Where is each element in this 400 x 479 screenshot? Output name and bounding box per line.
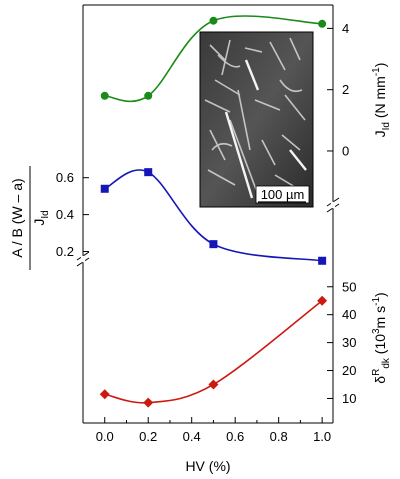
rate-y-tick-label: 30	[342, 335, 356, 350]
x-tick-label: 0.0	[96, 429, 114, 444]
left-axis-break	[76, 251, 90, 267]
jid-point	[100, 91, 109, 100]
series-layer	[99, 15, 328, 408]
inset-micrograph: 100 µm	[199, 31, 314, 208]
inset-highlights	[224, 59, 307, 199]
right-axis-break	[326, 197, 340, 213]
y-axis-ratio: 0.2 0.4 0.6	[56, 170, 89, 259]
rate-y-tick-label: 20	[342, 363, 356, 378]
rate-series-line	[104, 300, 323, 404]
scale-bar-label: 100 µm	[261, 187, 305, 202]
rate-point	[99, 389, 110, 400]
x-axis-label: HV (%)	[185, 458, 230, 474]
x-tick-label: 0.6	[226, 429, 244, 444]
ratio-point	[100, 184, 109, 193]
ratio-axis-label-bottom: JId	[31, 210, 51, 225]
jid-axis-label: JId (N mm-1)	[371, 63, 392, 138]
x-tick-label: 0.8	[270, 429, 288, 444]
rate-point	[208, 379, 219, 390]
jid-point	[144, 91, 153, 100]
x-tick-label: 1.0	[313, 429, 331, 444]
jid-series-line	[104, 15, 323, 103]
rate-y-tick-label: 50	[342, 279, 356, 294]
x-axis: 0.0 0.2 0.4 0.6 0.8 1.0	[96, 417, 331, 444]
rate-point	[317, 295, 328, 306]
ratio-axis-label-top: A / B (W – a)	[9, 178, 25, 257]
ratio-y-tick-label: 0.6	[56, 170, 74, 185]
rate-axis-label: δRdk (103m s-1)	[371, 292, 392, 383]
inset-image	[199, 31, 314, 208]
rate-y-tick-label: 10	[342, 391, 356, 406]
y-axis-rate: 10 20 30 40 50	[327, 279, 356, 406]
plot-frame	[82, 4, 334, 424]
rate-point	[143, 397, 154, 408]
inset-texture	[204, 37, 306, 201]
scale-bar-box	[255, 185, 310, 204]
jid-y-tick-label: 0	[342, 143, 349, 158]
y-axis-jid: 0 2 4	[327, 21, 349, 158]
jid-point	[209, 16, 218, 25]
x-tick-label: 0.4	[183, 429, 201, 444]
ratio-point	[209, 240, 218, 249]
jid-point	[318, 19, 327, 28]
ratio-series-line	[104, 169, 323, 262]
jid-y-tick-label: 4	[342, 21, 349, 36]
jid-y-tick-label: 2	[342, 82, 349, 97]
ratio-y-tick-label: 0.2	[56, 244, 74, 259]
x-tick-label: 0.2	[139, 429, 157, 444]
ratio-point	[318, 256, 327, 265]
ratio-point	[144, 168, 153, 177]
ratio-y-tick-label: 0.4	[56, 207, 74, 222]
rate-y-tick-label: 40	[342, 307, 356, 322]
